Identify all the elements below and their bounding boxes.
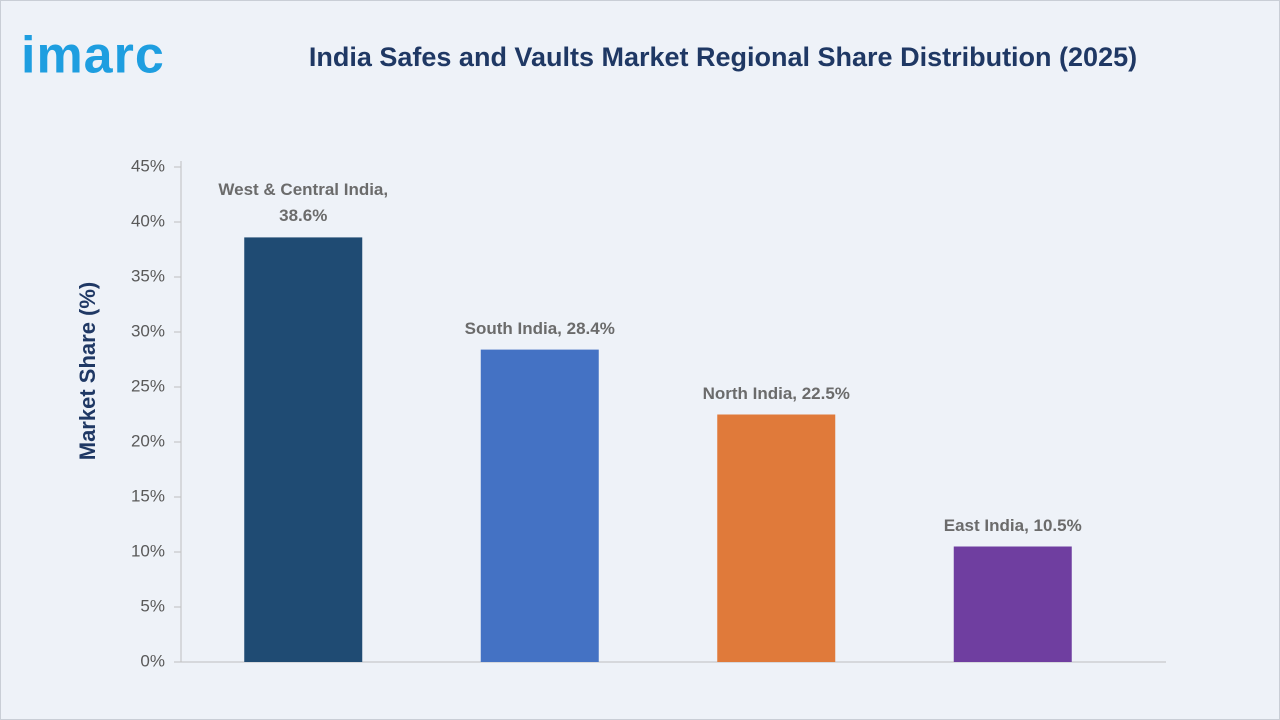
y-tick-label: 35% [131, 266, 165, 285]
bar [717, 414, 836, 662]
y-tick-label: 30% [131, 321, 165, 340]
logo: imarc [21, 27, 165, 85]
chart-title: India Safes and Vaults Market Regional S… [309, 42, 1137, 72]
y-axis-title: Market Share (%) [75, 282, 100, 461]
value-label: North India, 22.5% [702, 383, 850, 403]
y-tick-label: 5% [140, 596, 165, 615]
y-tick-label: 15% [131, 486, 165, 505]
bar [480, 349, 599, 662]
bar [244, 237, 363, 662]
value-label: West & Central India, 38.6% [218, 180, 389, 226]
y-tick-label: 0% [140, 651, 165, 670]
y-tick-label: 40% [131, 211, 165, 230]
value-label: East India, 10.5% [943, 515, 1082, 535]
y-tick-label: 45% [131, 156, 165, 175]
y-tick-label: 10% [131, 541, 165, 560]
y-tick-label: 25% [131, 376, 165, 395]
y-tick-label: 20% [131, 431, 165, 450]
value-label: South India, 28.4% [464, 318, 615, 338]
bar [953, 546, 1072, 662]
